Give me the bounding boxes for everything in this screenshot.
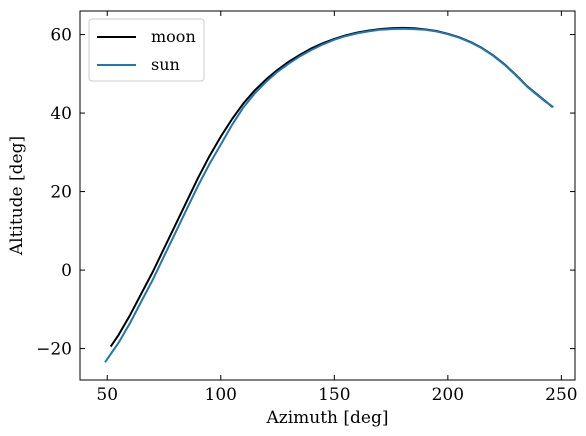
axis-ticks: 50 100 150 200 250 −20 0 20 40 60 <box>36 11 578 405</box>
plot-lines <box>104 26 554 363</box>
y-axis-label: Altitude [deg] <box>7 136 27 256</box>
x-tick-label: 50 <box>96 385 118 405</box>
y-tick-label: −20 <box>36 340 72 360</box>
y-tick-label: 60 <box>50 26 72 46</box>
legend-label-sun: sun <box>151 55 180 74</box>
legend-label-moon: moon <box>151 27 196 46</box>
legend: moon sun <box>88 18 205 82</box>
x-axis-label: Azimuth [deg] <box>265 408 388 428</box>
x-tick-label: 150 <box>318 385 350 405</box>
x-tick-label: 200 <box>432 385 464 405</box>
series-line-sun <box>104 27 554 363</box>
y-tick-label: 0 <box>61 261 72 281</box>
x-tick-label: 250 <box>545 385 577 405</box>
y-tick-label: 40 <box>50 104 72 124</box>
plot-frame <box>79 10 576 381</box>
x-tick-label: 100 <box>205 385 237 405</box>
y-tick-label: 20 <box>50 183 72 203</box>
